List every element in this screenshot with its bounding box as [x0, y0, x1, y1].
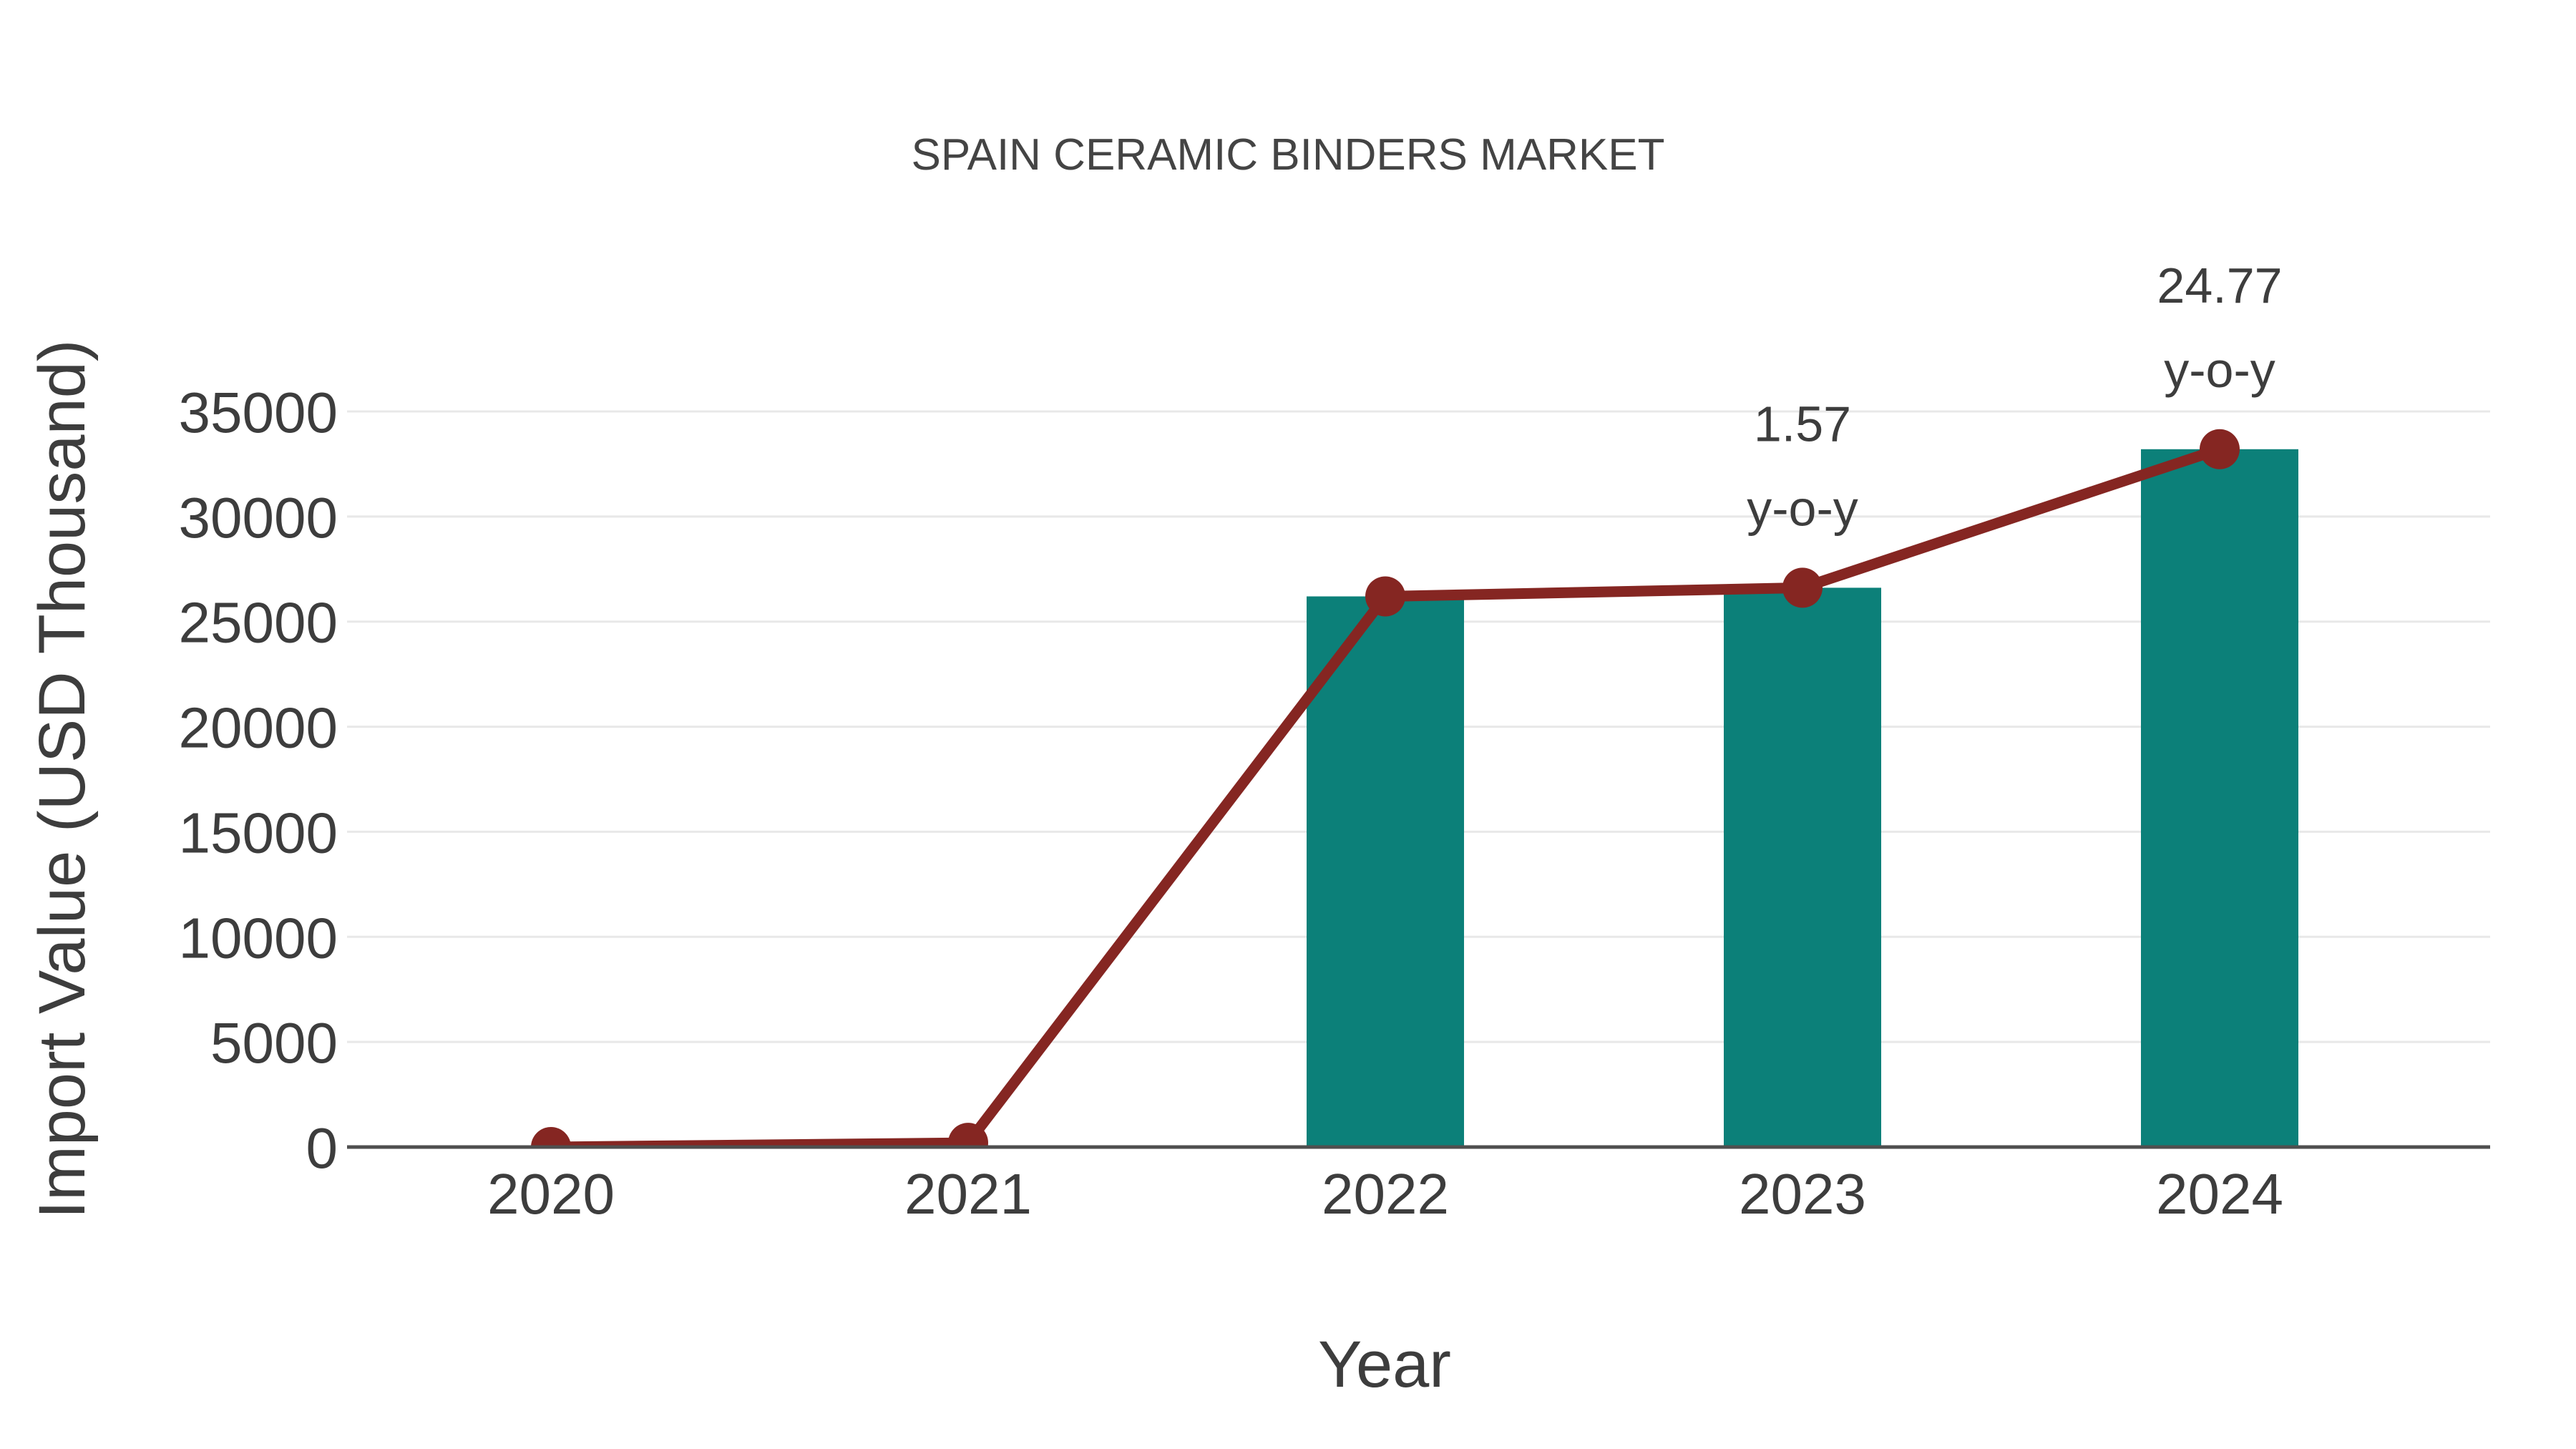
annotation-2024-value: 24.77: [2157, 258, 2282, 313]
x-axis-title: Year: [1318, 1328, 1451, 1401]
annotation-2023-suffix: y-o-y: [1747, 480, 1858, 536]
marker-2024: [2200, 429, 2240, 469]
marker-2023: [1782, 567, 1823, 608]
annotation-2024-suffix: y-o-y: [2164, 342, 2275, 398]
y-tick-label-5000: 5000: [210, 1011, 338, 1075]
marker-2022: [1365, 576, 1405, 617]
y-tick-label-15000: 15000: [179, 801, 338, 864]
y-tick-label-30000: 30000: [179, 486, 338, 550]
bar-2023: [1724, 587, 1881, 1147]
y-tick-label-0: 0: [306, 1116, 338, 1180]
x-tick-label-2021: 2021: [904, 1162, 1032, 1226]
bar-2024: [2141, 449, 2298, 1147]
chart-title: SPAIN CERAMIC BINDERS MARKET: [911, 130, 1664, 180]
trend-layer: [531, 429, 2240, 1147]
x-tick-label-2023: 2023: [1739, 1162, 1866, 1226]
y-tick-label-20000: 20000: [179, 696, 338, 760]
x-tick-label-2022: 2022: [1322, 1162, 1449, 1226]
bar-2022: [1307, 596, 1464, 1147]
y-tick-label-25000: 25000: [179, 591, 338, 655]
marker-2020: [531, 1127, 571, 1147]
x-tick-label-2024: 2024: [2156, 1162, 2283, 1226]
y-axis-title: Import Value (USD Thousand): [26, 340, 99, 1219]
y-tick-label-35000: 35000: [179, 381, 338, 444]
annotation-2023-value: 1.57: [1754, 396, 1851, 452]
marker-2021: [948, 1123, 988, 1147]
x-tick-label-2020: 2020: [487, 1162, 615, 1226]
y-tick-label-10000: 10000: [179, 906, 338, 970]
